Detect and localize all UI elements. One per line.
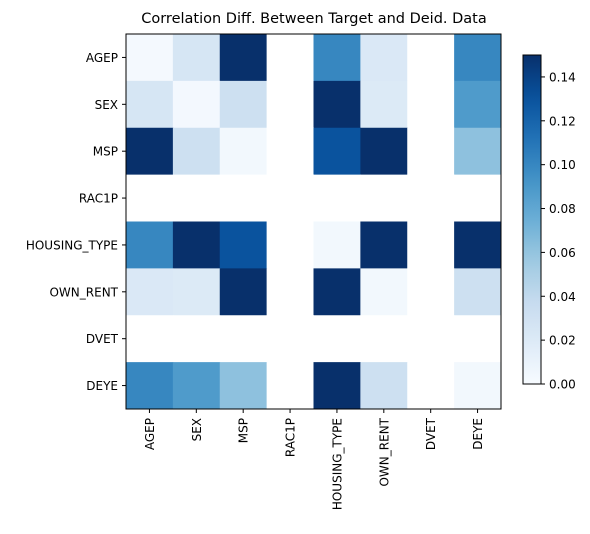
heatmap-cell [454,221,502,269]
heatmap-cell [126,221,174,269]
heatmap-cell [313,127,361,176]
heatmap-cell [454,34,502,82]
heatmap-cell [126,80,174,129]
heatmap-cell [266,80,314,129]
heatmap-cell [266,315,314,363]
heatmap-cell [407,315,455,363]
heatmap-cells [126,34,502,410]
x-tick-label: OWN_RENT [377,417,391,486]
heatmap-cell [172,80,221,129]
heatmap-cell [219,221,268,269]
y-tick-label: DVET [86,332,119,346]
heatmap-cell [172,362,221,410]
heatmap-cell [407,127,455,176]
colorbar-tick-label: 0.14 [549,70,576,84]
heatmap-cell [219,362,268,410]
plot-frame [125,33,502,410]
heatmap-cell [172,268,221,316]
y-axis-ticks: AGEP SEX MSP RAC1P HOUSING_TYPE OWN_RENT DVET D… [26,51,126,393]
heatmap-cell [407,362,455,410]
heatmap-cell [360,174,408,222]
y-tick-label: SEX [95,98,118,112]
heatmap-cell [219,268,268,316]
colorbar-tick-label: 0.04 [549,290,576,304]
heatmap-cell [313,174,361,222]
heatmap-cell [126,315,174,363]
heatmap-cell [313,34,361,82]
heatmap-cell [266,34,314,82]
colorbar-tick-label: 0.10 [549,158,576,172]
colorbar-tick-label: 0.12 [549,114,576,128]
heatmap-cell [313,80,361,129]
heatmap-cell [313,268,361,316]
colorbar-gradient [522,54,542,385]
heatmap-cell [172,221,221,269]
x-tick-label: DVET [424,417,438,450]
heatmap-cell [172,315,221,363]
heatmap-cell [172,174,221,222]
heatmap-cell [407,80,455,129]
heatmap-cell [126,174,174,222]
heatmap-cell [266,268,314,316]
heatmap-cell [454,127,502,176]
x-tick-label: HOUSING_TYPE [330,418,344,510]
heatmap-cell [454,315,502,363]
heatmap-cell [360,315,408,363]
heatmap-cell [454,80,502,129]
heatmap-cell [219,315,268,363]
heatmap-cell [454,362,502,410]
heatmap-cell [313,362,361,410]
heatmap-cell [407,34,455,82]
heatmap-cell [313,221,361,269]
x-tick-label: MSP [237,418,251,443]
heatmap-cell [126,34,174,82]
heatmap-cell [126,127,174,176]
y-tick-label: DEYE [86,379,118,393]
heatmap-cell [219,34,268,82]
heatmap-cell [266,221,314,269]
x-axis-ticks: AGEP SEX MSP RAC1P HOUSING_TYPE OWN_RENT DVET D… [143,409,485,510]
heatmap-cell [360,127,408,176]
heatmap-cell [454,268,502,316]
heatmap-cell [172,127,221,176]
x-tick-label: AGEP [143,418,157,450]
heatmap-cell [407,174,455,222]
heatmap-cell [313,315,361,363]
heatmap-cell [360,221,408,269]
x-tick-label: RAC1P [284,418,298,457]
heatmap-cell [219,174,268,222]
colorbar-tick-label: 0.06 [549,246,576,260]
chart-title: Correlation Diff. Between Target and Dei… [141,11,487,27]
heatmap-cell [219,127,268,176]
colorbar-tick-label: 0.02 [549,334,576,348]
colorbar-tick-label: 0.00 [549,378,576,392]
heatmap-cell [407,268,455,316]
heatmap-cell [360,268,408,316]
heatmap-cell [454,174,502,222]
x-tick-label: SEX [190,418,204,441]
heatmap-cell [360,80,408,129]
heatmap-cell [360,362,408,410]
y-tick-label: AGEP [86,51,118,65]
y-tick-label: HOUSING_TYPE [26,238,118,252]
heatmap-cell [126,362,174,410]
colorbar-tick-label: 0.08 [549,202,576,216]
heatmap-cell [219,80,268,129]
heatmap-cell [266,174,314,222]
heatmap-cell [407,221,455,269]
y-tick-label: RAC1P [79,192,118,206]
colorbar: 0.00 0.02 0.04 0.06 0.08 0.10 0.12 0.14 [522,54,576,392]
heatmap-cell [360,34,408,82]
y-tick-label: OWN_RENT [49,285,118,299]
y-tick-label: MSP [93,145,118,159]
heatmap-cell [266,127,314,176]
x-tick-label: DEYE [471,418,485,450]
heatmap-cell [126,268,174,316]
heatmap-cell [266,362,314,410]
heatmap-cell [172,34,221,82]
